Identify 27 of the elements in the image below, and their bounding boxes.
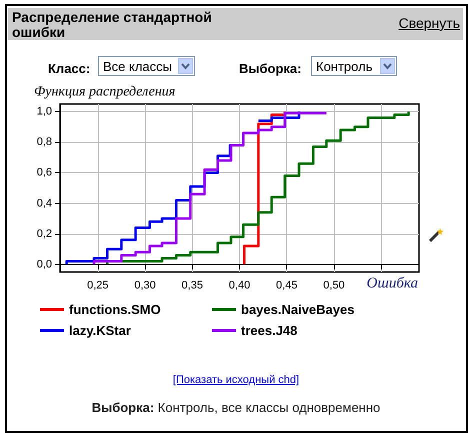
- text: Выборка:: [239, 61, 302, 76]
- x-tick-label: 0,45: [276, 280, 298, 292]
- y-tick-label: 0,2: [36, 228, 52, 240]
- text: [Показать исходный chd]: [172, 374, 300, 386]
- text: Все классы: [103, 59, 172, 74]
- text: Свернуть: [398, 15, 460, 31]
- text: Класс:: [48, 61, 90, 76]
- x-tick-label: 0,40: [228, 280, 250, 292]
- legend-label: functions.SMO: [69, 302, 161, 317]
- text: Выборка:: [92, 400, 154, 415]
- legend-label: bayes.NaiveBayes: [241, 302, 354, 317]
- chart-title: Распределение стандартной ошибки: [12, 9, 213, 40]
- text: Контроль, все классы одновременно: [158, 400, 380, 415]
- text: Контроль: [316, 59, 372, 74]
- x-axis-title: Ошибка: [366, 276, 418, 292]
- y-tick-label: 0,0: [36, 258, 52, 270]
- y-tick-label: 0,8: [36, 136, 52, 148]
- x-tick-label: 0,50: [323, 280, 345, 292]
- legend-label: lazy.KStar: [69, 323, 131, 338]
- y-tick-label: 1,0: [36, 106, 52, 118]
- y-tick-label: 0,6: [36, 166, 52, 179]
- y-tick-label: 0,4: [36, 197, 52, 210]
- y-axis-title: Функция распределения: [34, 84, 176, 100]
- x-tick-label: 0,25: [87, 280, 108, 292]
- legend-label: trees.J48: [241, 323, 298, 338]
- x-tick-label: 0,35: [182, 280, 203, 292]
- x-tick-label: 0,30: [134, 280, 156, 292]
